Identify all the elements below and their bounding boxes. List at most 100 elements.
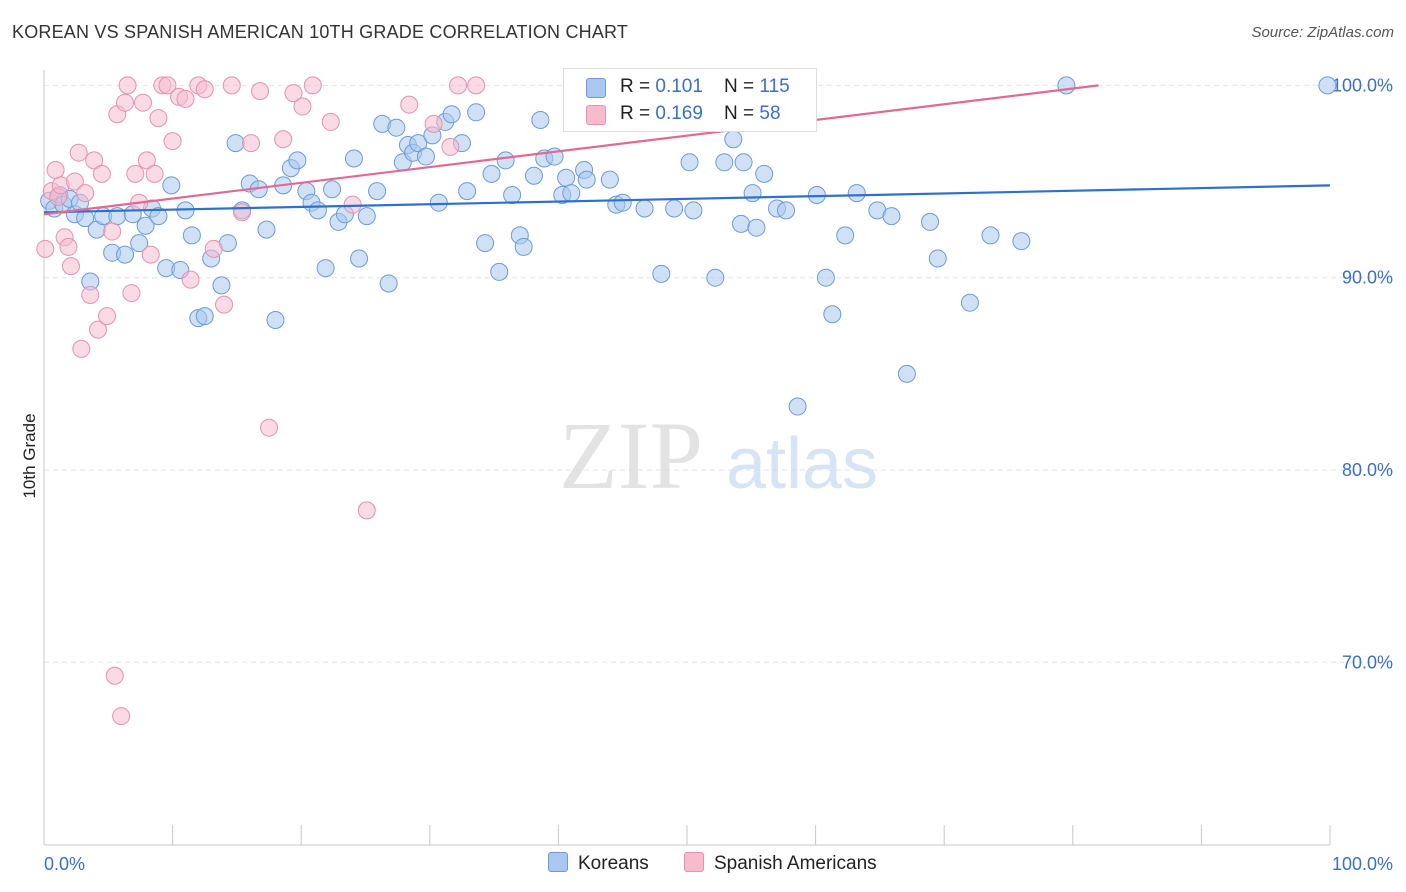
spanish-point (72, 339, 91, 358)
correlation-legend: R = 0.101 N = 115 R = 0.169 N = 58 (563, 68, 817, 132)
korean-point (226, 134, 245, 153)
korean-point (357, 207, 376, 226)
spanish-point (357, 501, 376, 520)
spanish-point (343, 195, 362, 214)
spanish-point (260, 418, 279, 437)
spanish-point (467, 76, 486, 95)
spanish-point (163, 132, 182, 151)
x-tick-label: 100.0% (1332, 854, 1393, 874)
legend-r-value: 0.101 (655, 76, 703, 97)
y-axis-label: 10th Grade (20, 413, 39, 499)
korean-point (149, 207, 168, 226)
spanish-point (145, 164, 164, 183)
korean-point (531, 111, 550, 129)
spanish-point (98, 307, 117, 326)
korean-point (387, 118, 406, 137)
korean-point (344, 149, 363, 168)
spanish-point (36, 239, 55, 258)
spanish-point (65, 172, 84, 191)
spanish-point (89, 320, 108, 339)
spanish-point (112, 707, 131, 726)
watermark-zip: ZIP (559, 402, 703, 509)
spanish-point (122, 284, 141, 303)
spanish-point (176, 89, 195, 108)
korean-point (562, 184, 581, 203)
bottom-legend-koreans: Koreans (548, 852, 649, 878)
korean-point (732, 214, 751, 233)
spanish-point (274, 130, 293, 149)
korean-point (724, 130, 743, 149)
koreans-legend-swatch (548, 852, 568, 872)
korean-point (747, 218, 766, 237)
spanish-point (69, 143, 88, 162)
legend-r-label: R = (620, 76, 656, 97)
korean-point (836, 226, 855, 245)
korean-point (288, 151, 307, 170)
korean-point (496, 151, 515, 170)
koreans-swatch (586, 78, 606, 98)
spanish-point (105, 666, 124, 685)
korean-point (482, 164, 501, 183)
spanish-point (242, 134, 261, 153)
korean-point (1012, 232, 1031, 251)
korean-point (960, 293, 979, 312)
spanish-point (195, 80, 214, 99)
y-tick-label: 70.0% (1342, 652, 1393, 672)
y-tick-label: 90.0% (1342, 268, 1393, 288)
spanish-point (92, 164, 111, 183)
watermark-atlas: atlas (726, 424, 878, 504)
korean-point (368, 182, 387, 201)
spanish-point (293, 97, 312, 116)
korean-point (635, 199, 654, 218)
spanish-trend-line (43, 84, 1099, 216)
korean-point (136, 216, 155, 235)
spanish-point (59, 237, 78, 256)
spanish-legend-label: Spanish Americans (714, 853, 877, 874)
spanish-point (103, 222, 122, 241)
legend-r-value: 0.169 (655, 103, 703, 124)
spanish-point (134, 93, 153, 112)
korean-point (467, 103, 486, 122)
spanish-point (141, 245, 160, 264)
korean-point (715, 153, 734, 172)
korean-point (600, 170, 619, 189)
korean-point (577, 170, 596, 189)
korean-point (458, 182, 477, 201)
korean-point (897, 364, 916, 383)
korean-point (788, 397, 807, 416)
spanish-point (449, 76, 468, 95)
korean-point (981, 226, 1000, 245)
bottom-legend-spanish: Spanish Americans (684, 852, 877, 878)
korean-point (409, 134, 428, 153)
spanish-swatch (586, 105, 606, 125)
spanish-point (251, 82, 270, 101)
spanish-point (126, 164, 145, 183)
spanish-point (222, 76, 241, 95)
spanish-point (158, 76, 177, 95)
spanish-point (424, 114, 443, 133)
korean-point (490, 262, 509, 281)
spanish-point (204, 239, 223, 258)
korean-point (182, 226, 201, 245)
korean-point (416, 147, 435, 166)
korean-point (816, 268, 835, 287)
y-tick-label: 80.0% (1342, 460, 1393, 480)
korean-point (266, 311, 285, 329)
korean-point (162, 176, 181, 195)
korean-point (755, 164, 774, 183)
korean-point (514, 237, 533, 256)
chart-title: KOREAN VS SPANISH AMERICAN 10TH GRADE CO… (12, 22, 629, 42)
spanish-point (233, 203, 252, 222)
korean-point (777, 201, 796, 220)
korean-point (847, 184, 866, 203)
korean-point (130, 234, 149, 253)
korean-point (613, 193, 632, 212)
korean-point (524, 166, 543, 185)
korean-point (195, 307, 214, 326)
korean-point (308, 201, 327, 220)
legend-n-value: 115 (759, 76, 790, 97)
korean-point (1318, 76, 1337, 95)
korean-point (557, 168, 576, 187)
korean-point (476, 234, 495, 253)
